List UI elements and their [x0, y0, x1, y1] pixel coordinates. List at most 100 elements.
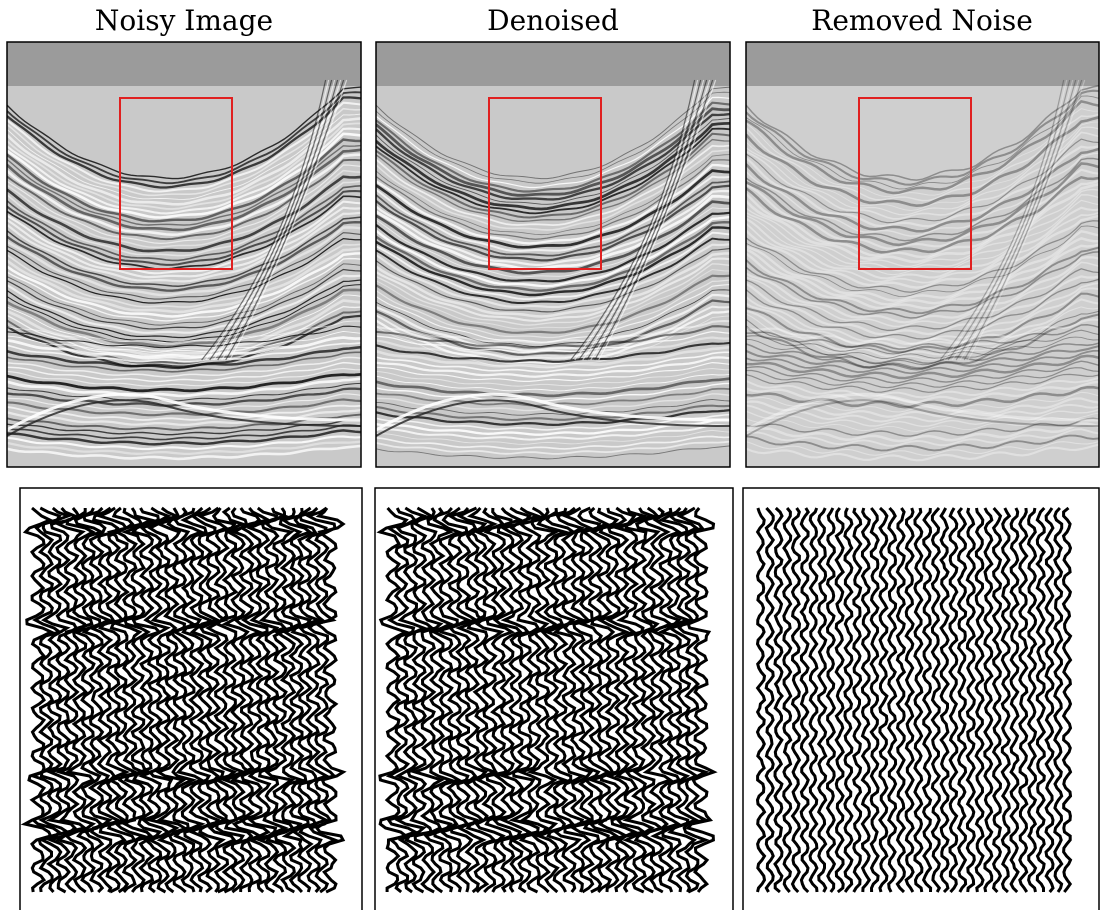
reflector [746, 256, 1099, 324]
fault-event [963, 79, 1083, 361]
trace [843, 507, 854, 893]
trace [685, 507, 718, 893]
reflector [376, 122, 730, 211]
reflector [746, 194, 1099, 272]
trace [212, 506, 248, 894]
reflector [376, 127, 730, 215]
trace [446, 507, 480, 893]
trace [1026, 507, 1038, 893]
reflector [376, 175, 730, 252]
reflector [7, 377, 361, 398]
reflector [7, 444, 361, 461]
reflector [746, 298, 1099, 358]
trace [790, 507, 802, 894]
reflector [746, 108, 1099, 198]
reflector [746, 428, 1099, 447]
reflector [7, 408, 361, 427]
reflector [376, 345, 730, 369]
trace [755, 507, 767, 893]
reflector [746, 116, 1099, 208]
trace [95, 506, 131, 894]
reflector [7, 200, 361, 275]
reflector [746, 434, 1099, 452]
reflector [746, 373, 1099, 393]
trace [930, 507, 942, 893]
reflector [376, 341, 730, 363]
fault-event [205, 79, 330, 361]
trace [650, 507, 683, 893]
reflector [746, 440, 1099, 456]
reflector [746, 403, 1099, 423]
trace [1009, 507, 1020, 894]
trace [852, 507, 863, 893]
trace [956, 507, 968, 893]
reflector [746, 179, 1099, 259]
trace [63, 508, 97, 894]
reflector [376, 404, 730, 422]
panel-frame [374, 487, 734, 910]
reflector [746, 443, 1099, 462]
reflector [376, 310, 730, 365]
trace [516, 506, 550, 894]
reflector [7, 345, 361, 369]
reflector [746, 236, 1099, 306]
fault-event [574, 79, 699, 361]
reflector [746, 287, 1099, 350]
trace [869, 507, 880, 893]
reflector [376, 408, 730, 427]
reflector [376, 445, 730, 460]
fault-event [590, 79, 711, 361]
reflector [376, 367, 730, 387]
trace [279, 507, 313, 894]
reflector [376, 413, 730, 431]
panel-title: Noisy Image [95, 4, 273, 37]
reflector [7, 184, 361, 262]
reflector [376, 180, 730, 257]
reflector [7, 122, 361, 210]
trace [886, 506, 898, 893]
trace [238, 507, 273, 893]
fault-event [213, 79, 336, 361]
trace [297, 506, 331, 893]
reflector [7, 279, 361, 339]
reflector [376, 159, 730, 240]
trace [834, 507, 845, 894]
reflector [7, 382, 361, 402]
reflector [376, 440, 730, 455]
trace [313, 507, 347, 894]
reflector [376, 330, 730, 354]
reflector [746, 147, 1099, 233]
trace [991, 507, 1003, 894]
reflector [746, 211, 1099, 284]
reflector [746, 206, 1099, 280]
reflector [7, 435, 361, 451]
reflector [376, 215, 730, 288]
trace [145, 506, 180, 894]
trace [921, 507, 933, 893]
reflector [7, 101, 361, 193]
reflector [746, 408, 1099, 428]
reflector [376, 148, 730, 231]
reflector [7, 96, 361, 189]
reflector [746, 214, 1099, 289]
reflector [376, 117, 730, 205]
panel-frame [745, 41, 1100, 468]
reflector [7, 158, 361, 241]
reflector [746, 162, 1099, 247]
reflector [746, 376, 1099, 399]
fault-event [594, 79, 714, 361]
trace [604, 506, 639, 893]
reflector [7, 342, 361, 363]
trace [860, 507, 872, 893]
background [746, 42, 1099, 467]
trace [983, 507, 994, 893]
fault-event [570, 79, 696, 361]
trace [552, 506, 587, 893]
reflector [7, 189, 361, 266]
reflector [746, 278, 1099, 340]
reflector [746, 84, 1099, 181]
reflector [7, 331, 361, 353]
panel-frame [19, 487, 363, 910]
fault-event [209, 79, 333, 361]
trace [455, 506, 489, 894]
